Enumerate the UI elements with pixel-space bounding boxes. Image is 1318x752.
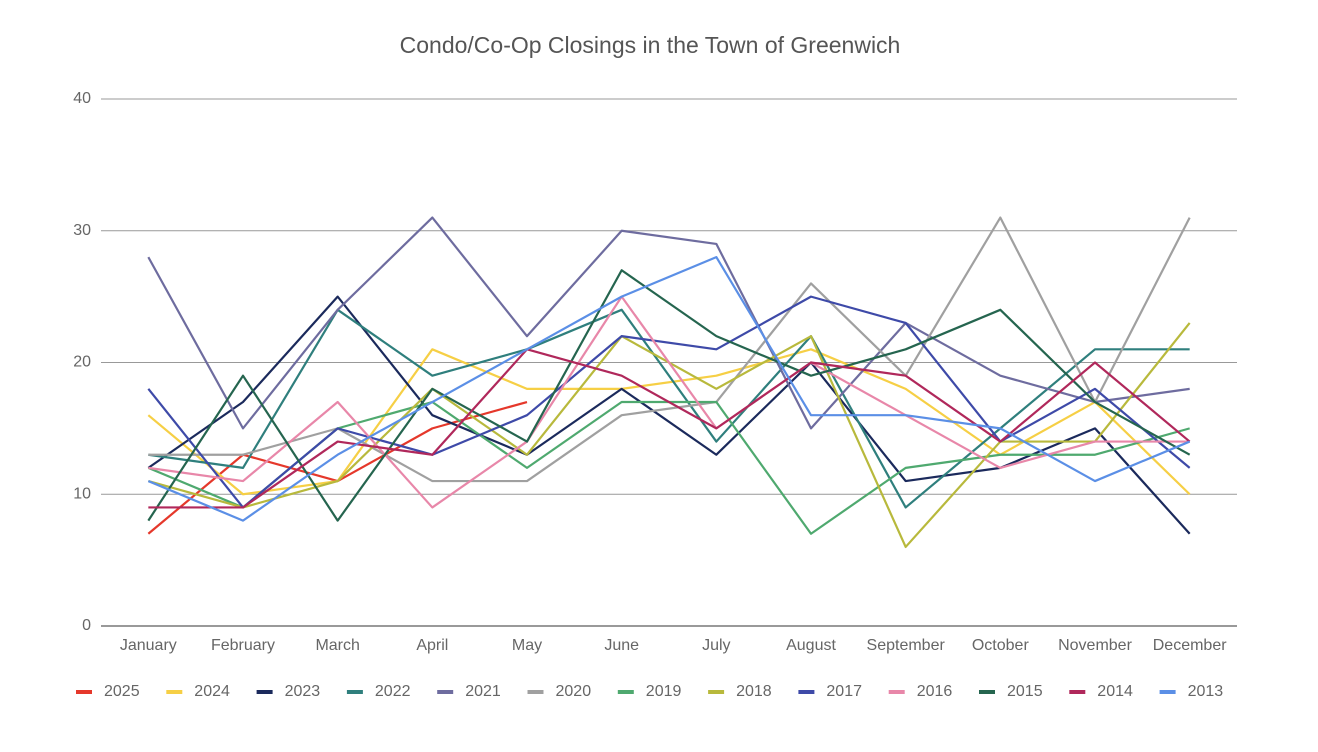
legend-label: 2019 <box>646 683 682 700</box>
legend-swatch <box>346 690 363 694</box>
legend-swatch <box>798 690 815 694</box>
x-tick-label: March <box>315 637 359 654</box>
legend-swatch <box>1069 690 1086 694</box>
legend-swatch <box>979 690 995 694</box>
legend-swatch <box>527 690 544 694</box>
series-line <box>148 348 1191 509</box>
legend-label: 2016 <box>917 683 953 700</box>
x-tick-label: September <box>867 637 946 654</box>
x-tick-label: January <box>120 637 177 654</box>
x-tick-label: June <box>604 637 639 654</box>
series-line <box>147 295 1191 535</box>
x-tick-label: July <box>702 637 730 654</box>
legend-label: 2021 <box>465 683 501 700</box>
series-line <box>147 348 1191 496</box>
legend-label: 2025 <box>104 683 140 700</box>
x-tick-label: February <box>211 637 275 654</box>
series-line <box>147 256 1191 522</box>
series-line <box>147 269 1191 522</box>
x-tick-label: April <box>416 637 448 654</box>
legend-swatch <box>166 690 183 694</box>
legend-swatch <box>437 690 454 694</box>
legend-swatch <box>708 690 725 694</box>
y-tick-label: 20 <box>73 354 91 371</box>
x-tick-label: December <box>1153 637 1227 654</box>
legend-label: 2015 <box>1007 683 1043 700</box>
legend-label: 2020 <box>556 683 592 700</box>
legend-swatch <box>256 690 273 694</box>
y-tick-label: 0 <box>82 617 91 634</box>
legend-swatch <box>617 690 634 694</box>
x-tick-label: November <box>1058 637 1132 654</box>
series-line <box>147 216 1190 430</box>
series-line <box>148 295 1190 509</box>
legend-label: 2013 <box>1188 683 1224 700</box>
series-line <box>147 295 1191 509</box>
series-line <box>148 308 1190 509</box>
x-tick-label: May <box>512 637 542 654</box>
legend-label: 2018 <box>736 683 772 700</box>
legend-label: 2022 <box>375 683 411 700</box>
series-line <box>148 216 1191 483</box>
x-tick-label: October <box>972 637 1030 654</box>
legend-label: 2023 <box>285 683 321 700</box>
series-line <box>148 322 1191 549</box>
legend-label: 2014 <box>1097 683 1133 700</box>
y-tick-label: 10 <box>73 485 91 502</box>
legend-swatch <box>76 690 92 694</box>
legend-label: 2017 <box>826 683 862 700</box>
chart-title: Condo/Co-Op Closings in the Town of Gree… <box>400 32 901 58</box>
y-tick-label: 40 <box>73 90 91 107</box>
series-line <box>147 400 528 535</box>
y-tick-label: 30 <box>73 222 91 239</box>
legend-label: 2024 <box>194 683 230 700</box>
legend-swatch <box>1159 690 1176 694</box>
x-tick-label: August <box>786 637 836 654</box>
legend-swatch <box>888 690 905 694</box>
